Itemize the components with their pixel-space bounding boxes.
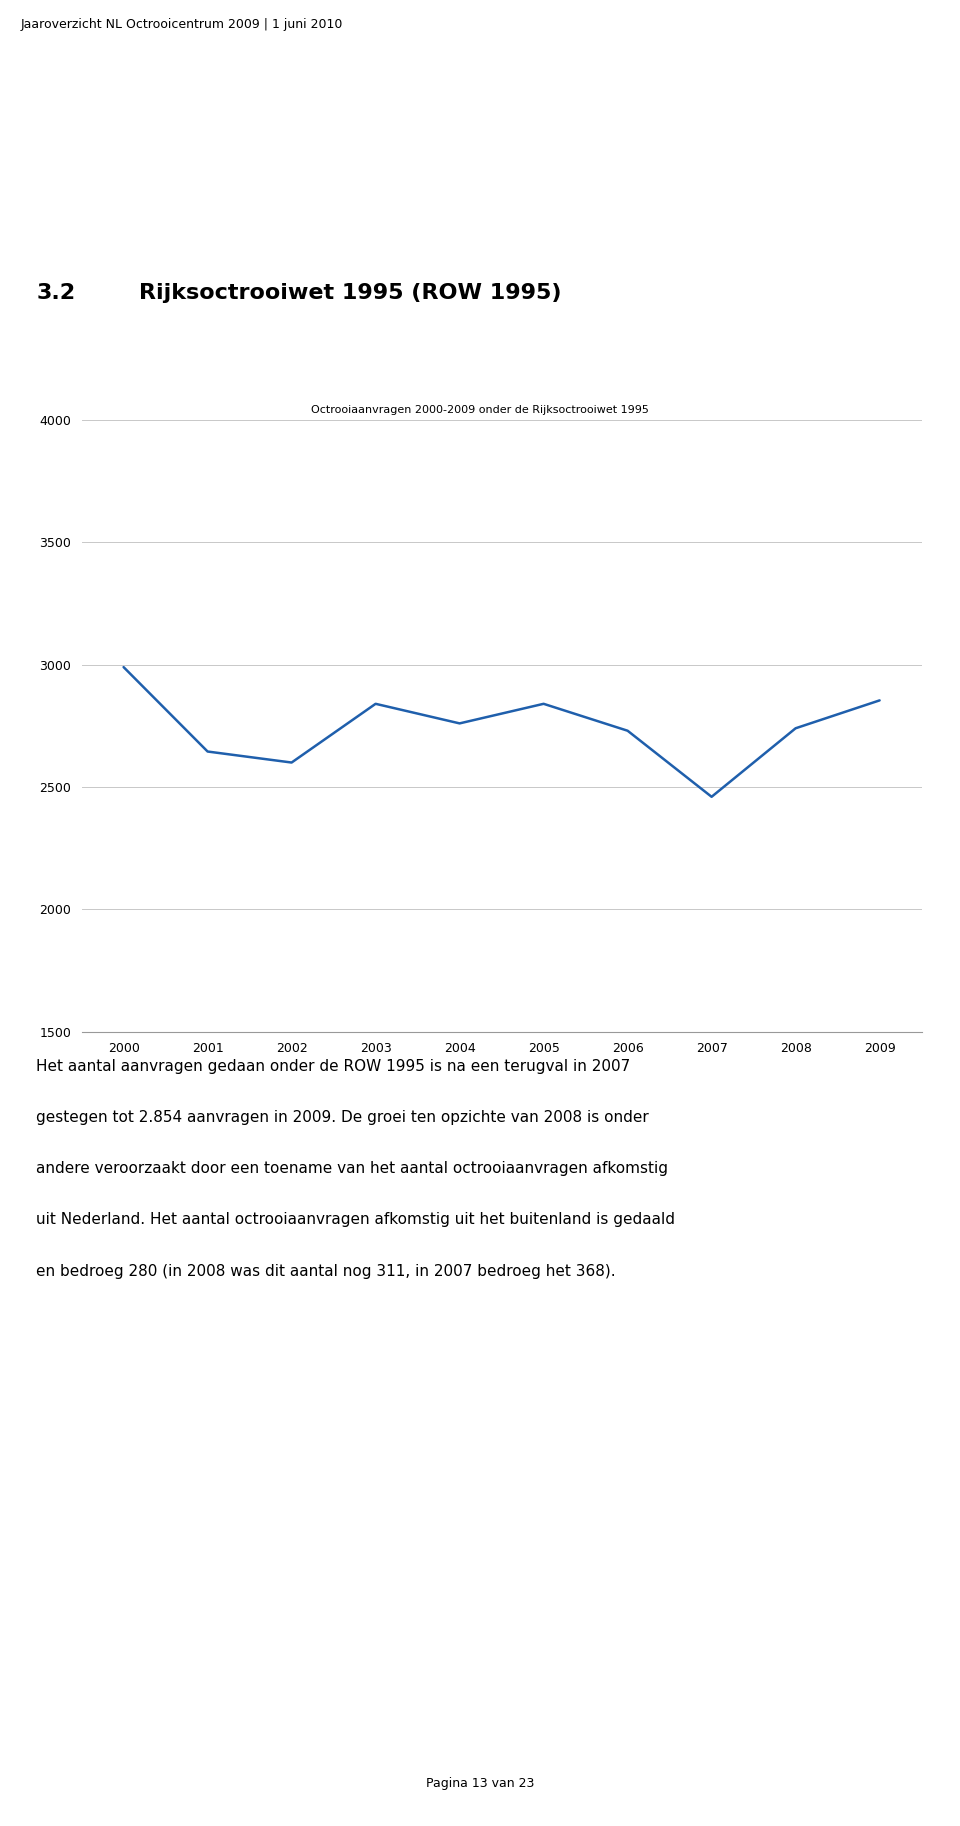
Text: Jaaroverzicht NL Octrooicentrum 2009 | 1 juni 2010: Jaaroverzicht NL Octrooicentrum 2009 | 1… [21,18,344,31]
Text: andere veroorzaakt door een toename van het aantal octrooiaanvragen afkomstig: andere veroorzaakt door een toename van … [36,1161,668,1176]
Text: 3.2: 3.2 [36,283,76,303]
Text: en bedroeg 280 (in 2008 was dit aantal nog 311, in 2007 bedroeg het 368).: en bedroeg 280 (in 2008 was dit aantal n… [36,1264,616,1278]
Text: uit Nederland. Het aantal octrooiaanvragen afkomstig uit het buitenland is gedaa: uit Nederland. Het aantal octrooiaanvrag… [36,1212,676,1227]
Text: Octrooiaanvragen 2000-2009 onder de Rijksoctrooiwet 1995: Octrooiaanvragen 2000-2009 onder de Rijk… [311,405,649,415]
Text: Pagina 13 van 23: Pagina 13 van 23 [426,1777,534,1789]
Text: gestegen tot 2.854 aanvragen in 2009. De groei ten opzichte van 2008 is onder: gestegen tot 2.854 aanvragen in 2009. De… [36,1110,649,1125]
Text: Rijksoctrooiwet 1995 (ROW 1995): Rijksoctrooiwet 1995 (ROW 1995) [139,283,562,303]
Text: Het aantal aanvragen gedaan onder de ROW 1995 is na een terugval in 2007: Het aantal aanvragen gedaan onder de ROW… [36,1059,631,1074]
